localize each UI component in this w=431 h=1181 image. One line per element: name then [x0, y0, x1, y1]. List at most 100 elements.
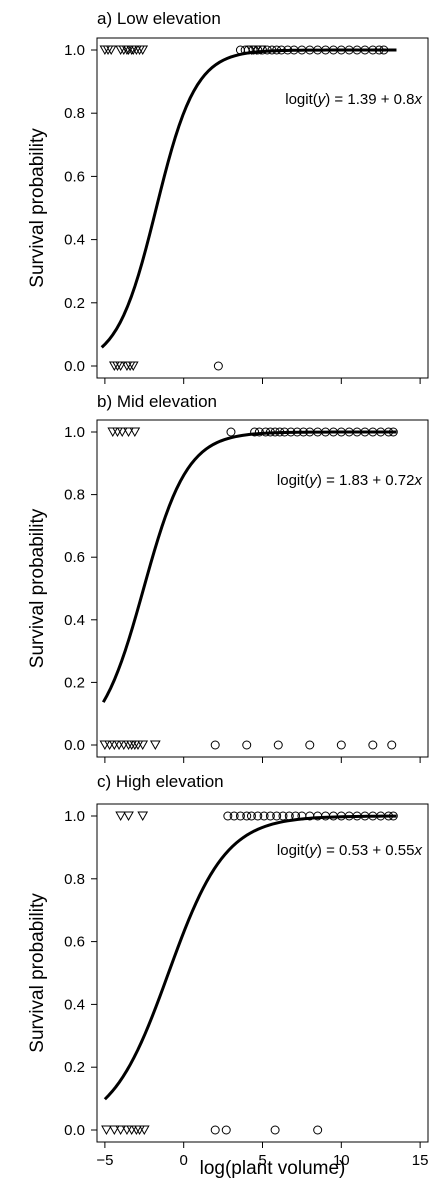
data-point-triangle [134, 45, 145, 56]
data-point-triangle [124, 361, 136, 372]
data-point-triangle [126, 1125, 138, 1136]
x-tick-label: 10 [333, 1152, 350, 1169]
data-point-triangle [127, 361, 139, 372]
data-point-triangle [126, 45, 138, 56]
fitted-curve [103, 814, 397, 1101]
data-point-triangle [137, 811, 149, 822]
y-tick-label: 1.0 [64, 808, 85, 825]
x-tick-label: 0 [180, 1152, 188, 1169]
panel-title: b) Mid elevation [97, 392, 217, 411]
panel-title: a) Low elevation [97, 9, 221, 28]
data-point-triangle [123, 45, 134, 56]
data-point-circle [210, 740, 220, 750]
y-axis-label: Survival probability [27, 893, 48, 1053]
data-point-triangle [118, 740, 130, 751]
data-point-triangle [134, 1125, 145, 1136]
y-axis-label: Survival probability [27, 128, 48, 288]
data-point-circle [305, 740, 315, 750]
data-point-triangle [116, 427, 128, 438]
y-tick-label: 0.6 [64, 549, 85, 566]
data-point-circle [270, 1125, 280, 1135]
y-axis-label: Survival probability [27, 508, 48, 668]
data-point-triangle [123, 811, 134, 822]
fitted-curve [100, 48, 397, 349]
data-point-triangle [108, 740, 120, 751]
data-point-circle [221, 1125, 231, 1135]
data-point-circle [226, 427, 236, 437]
data-point-triangle [112, 427, 123, 438]
data-point-triangle [126, 740, 138, 751]
data-point-triangle [138, 1125, 150, 1136]
y-tick-label: 0.8 [64, 105, 85, 122]
data-point-circle [272, 811, 282, 821]
y-tick-label: 0.4 [64, 232, 85, 249]
data-point-triangle [105, 45, 117, 56]
equation-annotation: logit(y) = 0.53 + 0.55x [277, 842, 423, 859]
plot-frame [96, 37, 429, 379]
y-tick-label: 0.6 [64, 168, 85, 185]
data-point-circle [368, 740, 378, 750]
x-tick-label: 15 [412, 1152, 429, 1169]
y-tick-label: 0.0 [64, 737, 85, 754]
panel-title: c) High elevation [97, 772, 224, 791]
data-point-circle [313, 1125, 323, 1135]
data-point-triangle [121, 1125, 133, 1136]
data-point-triangle [113, 740, 125, 751]
y-tick-label: 0.8 [64, 487, 85, 504]
data-point-triangle [112, 361, 123, 372]
data-point-triangle [99, 45, 111, 56]
data-point-triangle [121, 45, 133, 56]
y-tick-label: 0.4 [64, 996, 85, 1013]
data-point-circle [235, 811, 245, 821]
y-tick-label: 1.0 [64, 424, 85, 441]
data-point-triangle [115, 45, 126, 56]
plot-frame [96, 419, 429, 758]
data-point-circle [336, 740, 346, 750]
y-tick-label: 0.6 [64, 934, 85, 951]
data-point-circle [265, 811, 275, 821]
data-point-triangle [102, 45, 114, 56]
data-point-triangle [108, 1125, 120, 1136]
data-point-circle [242, 740, 252, 750]
data-point-triangle [104, 740, 115, 751]
y-tick-label: 0.0 [64, 358, 85, 375]
data-point-triangle [127, 45, 139, 56]
data-point-circle [213, 361, 223, 371]
y-tick-label: 1.0 [64, 42, 85, 59]
data-point-triangle [137, 740, 149, 751]
y-tick-label: 0.2 [64, 1059, 85, 1076]
data-point-circle [273, 740, 283, 750]
data-point-triangle [137, 45, 149, 56]
data-point-triangle [132, 740, 144, 751]
y-tick-label: 0.2 [64, 674, 85, 691]
data-point-triangle [99, 740, 111, 751]
data-point-triangle [131, 45, 142, 56]
x-axis-label: log(plant volume) [200, 1158, 346, 1179]
data-point-triangle [131, 1125, 142, 1136]
data-point-circle [242, 811, 252, 821]
x-tick-label: 5 [258, 1152, 266, 1169]
data-point-triangle [115, 1125, 126, 1136]
data-point-circle [387, 740, 397, 750]
fitted-curve [101, 430, 397, 703]
data-point-circle [278, 811, 288, 821]
data-point-triangle [123, 427, 134, 438]
data-point-triangle [118, 45, 130, 56]
data-point-circle [229, 811, 239, 821]
data-point-triangle [121, 361, 133, 372]
data-point-triangle [123, 740, 134, 751]
data-point-triangle [108, 361, 120, 372]
data-point-triangle [115, 361, 126, 372]
y-tick-label: 0.8 [64, 871, 85, 888]
equation-annotation: logit(y) = 1.39 + 0.8x [285, 91, 422, 108]
data-point-triangle [115, 811, 126, 822]
data-point-circle [210, 1125, 220, 1135]
data-point-circle [246, 811, 256, 821]
x-tick-label: −5 [96, 1152, 113, 1169]
y-tick-label: 0.4 [64, 612, 85, 629]
data-point-triangle [149, 740, 161, 751]
data-point-circle [259, 811, 269, 821]
data-point-circle [223, 811, 233, 821]
y-tick-label: 0.2 [64, 295, 85, 312]
